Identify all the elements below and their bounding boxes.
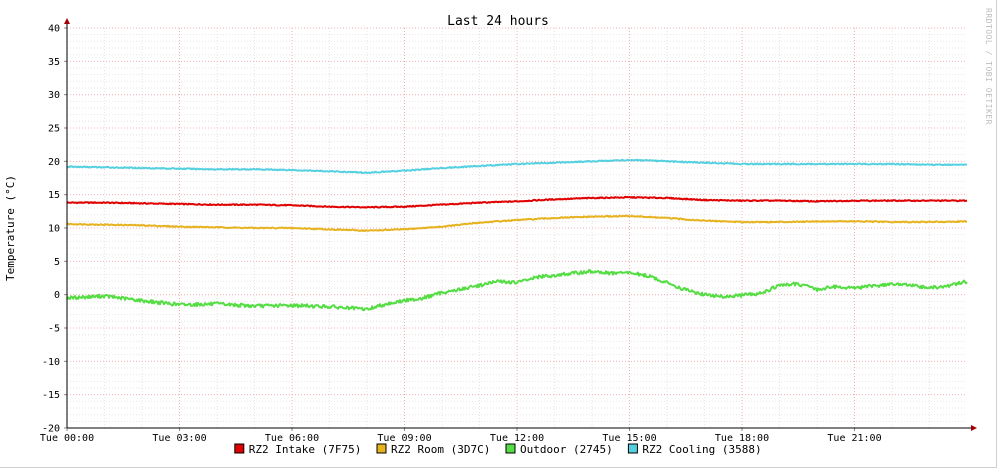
x-tick-label: Tue 00:00 bbox=[40, 433, 94, 444]
y-tick-label: -10 bbox=[42, 357, 60, 368]
legend: RZ2 Intake (7F75) RZ2 Room (3D7C) Outdoor … bbox=[234, 443, 762, 456]
series-line bbox=[66, 214, 968, 232]
y-tick-label: 35 bbox=[48, 57, 60, 68]
legend-swatch bbox=[234, 443, 245, 454]
y-tick-label: 0 bbox=[54, 290, 60, 301]
series-line bbox=[66, 269, 968, 312]
legend-swatch bbox=[376, 443, 387, 454]
legend-label: Outdoor (2745) bbox=[520, 443, 613, 456]
x-tick-label: Tue 03:00 bbox=[152, 433, 206, 444]
y-tick-label: 20 bbox=[48, 157, 60, 168]
series-line bbox=[66, 158, 967, 174]
y-tick-label: -5 bbox=[48, 324, 60, 335]
y-tick-label: -15 bbox=[42, 390, 60, 401]
y-tick-label: 15 bbox=[48, 190, 60, 201]
y-tick-label: 40 bbox=[48, 24, 60, 35]
x-tick-label: Tue 21:00 bbox=[827, 433, 881, 444]
series-lines bbox=[66, 158, 968, 312]
y-axis-arrow bbox=[64, 18, 70, 24]
legend-swatch bbox=[505, 443, 516, 454]
y-tick-label: -20 bbox=[42, 424, 60, 435]
x-tick-label: Tue 18:00 bbox=[715, 433, 769, 444]
y-tick-label: 30 bbox=[48, 90, 60, 101]
y-tick-label: 25 bbox=[48, 124, 60, 135]
x-tick-label: Tue 12:00 bbox=[490, 433, 544, 444]
x-axis-arrow bbox=[971, 425, 977, 431]
tick-labels: -20 -15 -10 -5 0 5 10 15 20 25 30 35 40 Tue 00:00 Tue … bbox=[40, 24, 882, 445]
legend-label: RZ2 Cooling (3588) bbox=[642, 443, 761, 456]
axes bbox=[64, 18, 977, 431]
y-tick-label: 10 bbox=[48, 224, 60, 235]
legend-label: RZ2 Intake (7F75) bbox=[249, 443, 362, 456]
grid bbox=[66, 27, 967, 429]
y-axis-label: Temperature (°C) bbox=[4, 175, 17, 281]
chart-title: Last 24 hours bbox=[447, 14, 549, 29]
legend-label: RZ2 Room (3D7C) bbox=[391, 443, 490, 456]
y-tick-label: 5 bbox=[54, 257, 60, 268]
x-tick-label: Tue 15:00 bbox=[602, 433, 656, 444]
x-tick-label: Tue 06:00 bbox=[265, 433, 319, 444]
series-line bbox=[66, 195, 968, 209]
x-tick-label: Tue 09:00 bbox=[377, 433, 431, 444]
legend-swatch bbox=[627, 443, 638, 454]
watermark: RRDTOOL / TOBI OETIKER bbox=[984, 8, 993, 125]
